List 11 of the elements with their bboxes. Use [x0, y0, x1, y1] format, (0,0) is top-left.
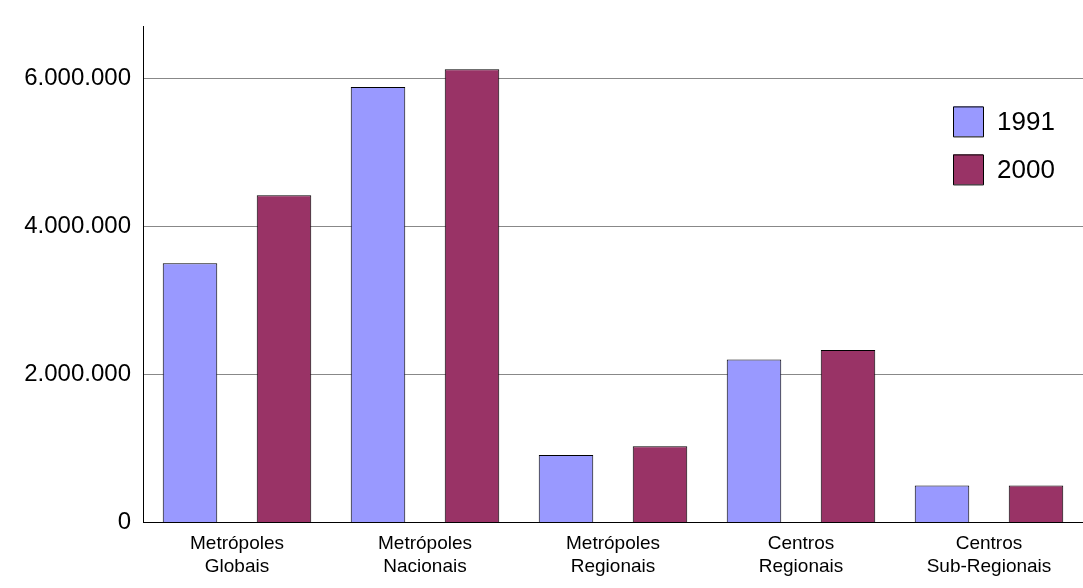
x-tick-label: Centros Sub-Regionais [926, 532, 1052, 576]
x-tick-label: Centros Regionais [758, 532, 844, 576]
y-tick-label: 6.000.000 [24, 62, 131, 90]
legend-label: 1991 [997, 105, 1055, 136]
y-tick-label: 4.000.000 [24, 210, 131, 238]
x-tick-label: Metrópoles Regionais [566, 532, 660, 576]
legend-label: 2000 [997, 153, 1055, 184]
y-tick-label: 0 [117, 507, 131, 535]
y-tick-label: 2.000.000 [24, 358, 131, 386]
x-tick-label: Metrópoles Globais [190, 532, 284, 576]
x-tick-label: Metrópoles Nacionais [378, 532, 472, 576]
